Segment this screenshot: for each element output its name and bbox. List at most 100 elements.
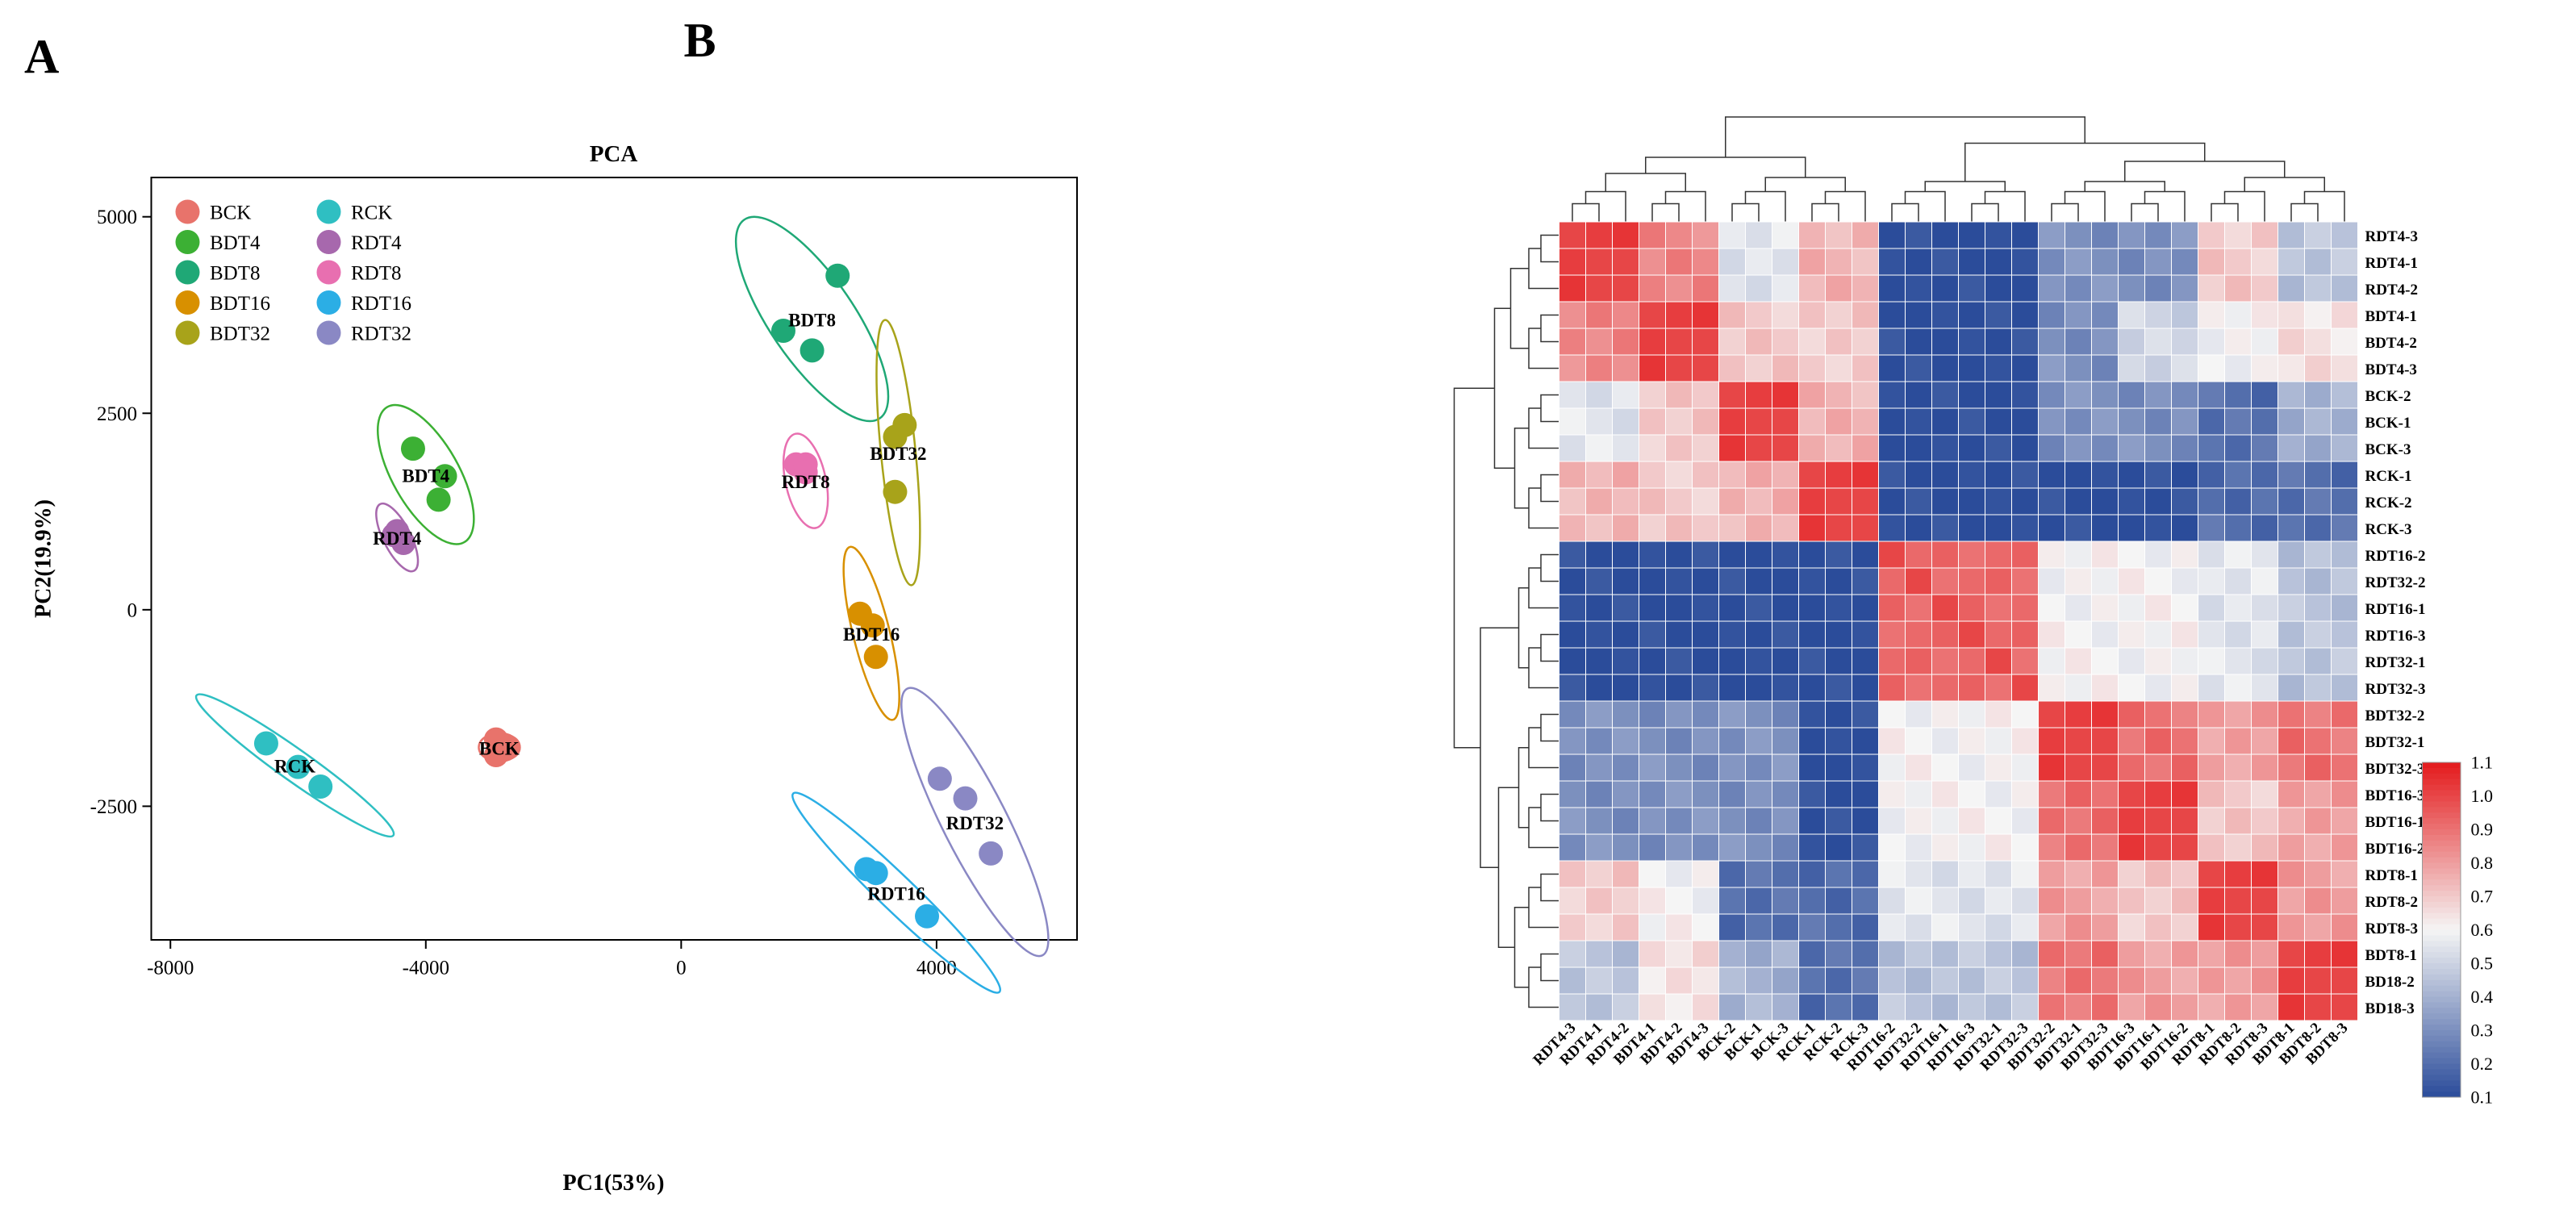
heatmap-cell [1931,354,1959,382]
heatmap-cell [2198,833,2225,862]
heatmap-row-label: BCK-1 [2365,415,2411,432]
colorbar-segment [2422,1002,2461,1008]
heatmap-cell [2118,407,2145,436]
heatmap-cell [2198,887,2225,915]
heatmap-cell [1772,567,1799,595]
heatmap-cell [1798,487,1826,516]
pca-group-label-rdt8: RDT8 [782,472,830,492]
colorbar-segment [2422,912,2461,920]
heatmap-cell [2198,993,2225,1021]
heatmap-cell [1665,328,1693,356]
colorbar-segment [2422,891,2461,897]
dendrogram-branch [1540,474,1559,503]
heatmap-cell [2118,594,2145,622]
heatmap-cell [2118,807,2145,835]
heatmap-cell [2251,541,2278,569]
heatmap-cell [2091,913,2119,941]
heatmap-cell [1585,434,1613,462]
heatmap-cell [2144,248,2172,276]
heatmap-cell [2331,301,2358,329]
heatmap-cell [1825,620,1852,649]
heatmap-cell [1852,594,1879,622]
heatmap-cell [2011,647,2039,675]
heatmap-cell [1612,620,1639,649]
heatmap-cell [1559,754,1586,782]
dendrogram-branch [1540,394,1559,423]
heatmap-cell [2118,860,2145,888]
heatmap-cell [1745,860,1772,888]
heatmap-cell [1718,887,1746,915]
heatmap-cell [2171,487,2198,516]
pca-point-rdt8 [793,460,818,485]
heatmap-cell [1585,274,1613,303]
heatmap-cell [2091,487,2119,516]
heatmap-cell [1798,434,1826,462]
dendrogram-branch [1528,727,1559,769]
heatmap-cell [1665,780,1693,808]
heatmap-cell [1985,993,2012,1021]
heatmap-cell [1825,567,1852,595]
heatmap-cell [1718,700,1746,728]
heatmap-cell [1905,301,1932,329]
heatmap-cell [2118,620,2145,649]
heatmap-cell [1798,328,1826,356]
colorbar-segment [2422,885,2461,891]
heatmap-cell [2065,674,2092,702]
legend-marker-bdt16 [175,290,200,315]
heatmap-cell [2011,833,2039,862]
heatmap-cell [2331,248,2358,276]
heatmap-cell [2198,913,2225,941]
heatmap-cell [1559,887,1586,915]
heatmap-cell [2118,966,2145,995]
heatmap-cell [2144,354,2172,382]
colorbar-segment [2422,874,2461,880]
heatmap-cell [1852,567,1879,595]
heatmap-row-label: RDT4-1 [2365,255,2418,272]
heatmap-cell [1559,913,1586,941]
heatmap-cell [1665,940,1693,968]
heatmap-cell [2198,274,2225,303]
heatmap-cell [2011,860,2039,888]
heatmap-cell [1665,647,1693,675]
heatmap-cell [2171,407,2198,436]
heatmap-cell [2065,514,2092,542]
heatmap-cell [1798,913,1826,941]
heatmap-cell [1745,594,1772,622]
heatmap-cell [2171,940,2198,968]
pca-group-labels: BCK BDT4 BDT8 BDT16 BDT32 RCK RDT4 RDT8 RDT16 RDT… [274,310,1004,904]
dendrogram-branch [1540,553,1559,582]
heatmap-cell [1745,461,1772,489]
heatmap-cell [1612,461,1639,489]
pca-chart: PCA PC1(53%) PC2(19.9%) -8000 -4000 0 4000-… [31,141,1078,1196]
heatmap-cell [2251,727,2278,755]
pca-points [253,263,1004,929]
heatmap-row-label: RDT8-1 [2365,867,2418,884]
legend-marker-bdt4 [175,230,200,254]
heatmap-cell [1852,487,1879,516]
heatmap-cell [1772,381,1799,409]
heatmap-cell [2251,594,2278,622]
heatmap-cell [2224,993,2252,1021]
heatmap-cell [1931,301,1959,329]
heatmap-cell [2011,966,2039,995]
heatmap-cell [2038,780,2065,808]
heatmap-cell [2304,887,2332,915]
heatmap-cell [1852,381,1879,409]
heatmap-cell [2304,647,2332,675]
heatmap-cell [1878,354,1906,382]
heatmap-cell [1772,274,1799,303]
heatmap-cell [1639,354,1666,382]
heatmap-cell [1665,727,1693,755]
heatmap-cell [1612,940,1639,968]
heatmap-cell [1958,274,1985,303]
heatmap-row-label: RDT32-3 [2365,681,2426,698]
heatmap-cell [1905,754,1932,782]
heatmap-cell [2118,274,2145,303]
heatmap-cell [1612,727,1639,755]
heatmap-cell [2144,674,2172,702]
colorbar-segment [2422,840,2461,847]
heatmap-cell [2011,594,2039,622]
colorbar-tick-label: 0.4 [2471,987,2494,1007]
heatmap-cell [1745,487,1772,516]
heatmap-cell [1852,940,1879,968]
